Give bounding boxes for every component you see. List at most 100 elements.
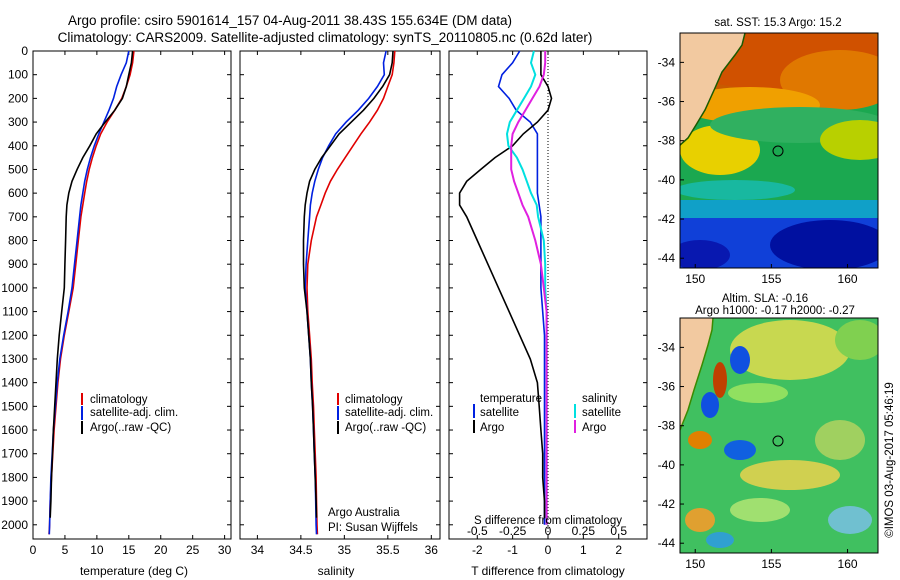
salinity-xlabel: salinity	[318, 564, 355, 578]
map-y-tick-label: -42	[658, 212, 676, 226]
legend-satellite-label: satellite-adj. clim.	[90, 407, 178, 419]
x-tick-label: 35.5	[376, 543, 400, 557]
top-tick-label: -0.5	[467, 524, 488, 538]
y-tick-label: 200	[8, 91, 28, 105]
y-tick-label: 500	[8, 162, 28, 176]
temperature-xlabel: temperature (deg C)	[80, 564, 188, 578]
figure-title-line1: Argo profile: csiro 5901614_157 04-Aug-2…	[68, 13, 512, 28]
map-x-tick-label: 160	[838, 272, 858, 286]
annotation-argo-australia: Argo Australia	[328, 507, 400, 519]
map-x-tick-label: 155	[761, 557, 781, 571]
x-tick-label: 35	[338, 543, 352, 557]
x-tick-label: 10	[90, 543, 104, 557]
legend-climatology-label: climatology	[90, 394, 148, 406]
annotation-pi: PI: Susan Wijffels	[328, 522, 418, 534]
legend-climatology-label: climatology	[345, 394, 403, 406]
y-tick-label: 1800	[1, 470, 28, 484]
y-tick-label: 0	[21, 44, 28, 58]
legend-s-satellite-label: satellite	[582, 407, 621, 419]
top-tick-label: -0.25	[499, 524, 527, 538]
x-tick-label: 0	[545, 543, 552, 557]
legend-argo-label: Argo(..raw -QC)	[90, 422, 171, 434]
map-y-tick-label: -40	[658, 458, 676, 472]
x-tick-label: -2	[472, 543, 483, 557]
y-tick-label: 300	[8, 115, 28, 129]
y-tick-label: 1400	[1, 376, 28, 390]
sst-map-title: sat. SST: 15.3 Argo: 15.2	[714, 17, 841, 29]
difference-legend: temperature salinity satellite Argo sate…	[473, 393, 622, 527]
map-y-tick-label: -36	[658, 380, 676, 394]
map-x-tick-label: 160	[838, 557, 858, 571]
x-tick-label: 0	[30, 543, 37, 557]
temperature-panel: 0100200300400500600700800900100011001200…	[1, 44, 231, 557]
sst-map-frame	[679, 32, 879, 269]
sst-map	[680, 33, 878, 268]
y-tick-label: 1100	[2, 305, 28, 319]
legend-t-satellite-label: satellite	[480, 407, 519, 419]
y-tick-label: 1900	[1, 494, 28, 508]
y-tick-label: 600	[8, 186, 28, 200]
x-tick-label: 15	[122, 543, 136, 557]
legend-temperature-title: temperature	[480, 393, 542, 405]
y-tick-label: 1000	[1, 281, 28, 295]
series-line-t-satellite	[497, 50, 546, 525]
y-tick-label: 800	[8, 234, 28, 248]
map-y-tick-label: -44	[658, 251, 676, 265]
series-line-satellite-adj-clim-	[48, 50, 130, 535]
y-tick-label: 1200	[1, 328, 28, 342]
y-tick-label: 1300	[1, 352, 28, 366]
x-tick-label: 5	[62, 543, 69, 557]
legend-satellite-label: satellite-adj. clim.	[345, 407, 433, 419]
map-y-tick-label: -36	[658, 95, 676, 109]
series-line-argo-raw-qc-	[49, 50, 134, 518]
x-tick-label: 25	[186, 543, 200, 557]
sla-map-title-line2: Argo h1000: -0.17 h2000: -0.27	[695, 305, 855, 317]
map-y-tick-label: -42	[658, 497, 676, 511]
map-y-tick-label: -38	[658, 419, 676, 433]
sla-map-axes: 150 155 160 -34 -36 -38 -40 -42 -44	[658, 340, 858, 571]
salinity-panel: 34 34.5 35 35.5 36	[239, 50, 441, 557]
x-tick-label: 34.5	[289, 543, 313, 557]
map-y-tick-label: -34	[658, 55, 676, 69]
x-tick-label: 30	[218, 543, 232, 557]
map-y-tick-label: -34	[658, 340, 676, 354]
sla-map-title-line1: Altim. SLA: -0.16	[722, 293, 808, 305]
series-line-climatology	[48, 50, 135, 535]
y-tick-label: 700	[8, 210, 28, 224]
x-tick-label: 34	[251, 543, 265, 557]
legend-t-argo-label: Argo	[480, 422, 504, 434]
map-x-tick-label: 150	[685, 557, 705, 571]
series-line-s-argo	[510, 51, 548, 525]
series-line-t-argo	[458, 51, 553, 518]
top-tick-label: 0.25	[572, 524, 596, 538]
sst-argo-marker	[772, 145, 784, 157]
map-y-tick-label: -40	[658, 173, 676, 187]
y-tick-label: 400	[8, 139, 28, 153]
y-tick-label: 1700	[1, 447, 28, 461]
y-tick-label: 900	[8, 257, 28, 271]
sla-argo-marker	[772, 435, 784, 447]
series-line-argo-raw-qc-	[302, 50, 394, 518]
sla-map	[680, 318, 878, 553]
map-x-tick-label: 155	[761, 272, 781, 286]
top-tick-label: 0.5	[610, 524, 627, 538]
sla-map-frame	[679, 317, 879, 554]
map-x-tick-label: 150	[685, 272, 705, 286]
x-tick-label: 36	[425, 543, 439, 557]
figure-title-line2: Climatology: CARS2009. Satellite-adjuste…	[58, 30, 593, 45]
y-tick-label: 2000	[1, 518, 28, 532]
map-y-tick-label: -38	[658, 134, 676, 148]
salinity-legend: climatology satellite-adj. clim. Argo(..…	[328, 393, 433, 534]
x-tick-label: 1	[580, 543, 587, 557]
y-tick-label: 100	[8, 68, 28, 82]
y-tick-label: 1600	[1, 423, 28, 437]
imos-credit: ©IMOS 03-Aug-2017 05:46:19	[884, 382, 896, 538]
y-tick-label: 1500	[1, 399, 28, 413]
x-tick-label: 2	[615, 543, 622, 557]
plot-frame	[32, 50, 232, 540]
legend-argo-label: Argo(..raw -QC)	[345, 422, 426, 434]
plot-frame	[239, 50, 441, 540]
legend-salinity-title: salinity	[582, 393, 617, 405]
